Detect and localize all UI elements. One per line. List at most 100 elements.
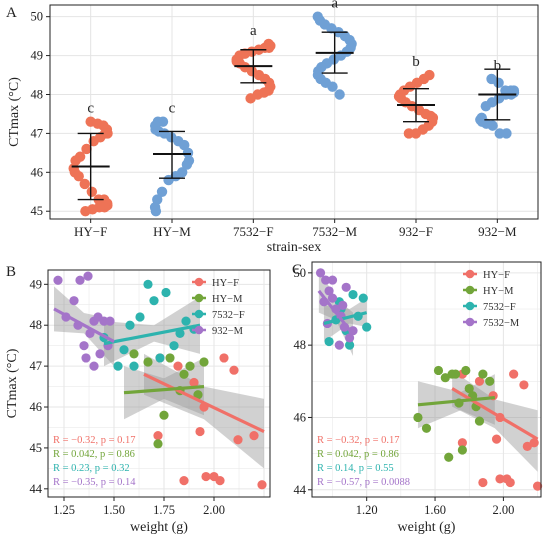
x-tick-label: 7532−F bbox=[233, 224, 274, 239]
y-tick-label: 49 bbox=[30, 277, 43, 291]
x-tick-label: 2.00 bbox=[203, 503, 225, 517]
panel-label: B bbox=[6, 264, 16, 280]
data-point bbox=[324, 286, 334, 296]
stat-annotation: R = 0.23, p = 0.32 bbox=[53, 463, 130, 474]
data-point bbox=[129, 349, 139, 359]
x-tick-label: 1.25 bbox=[53, 503, 75, 517]
stat-annotation: R = 0.042, p = 0.86 bbox=[53, 449, 135, 460]
data-point bbox=[173, 361, 183, 371]
data-point bbox=[83, 271, 93, 281]
data-point bbox=[155, 353, 165, 363]
data-point bbox=[119, 345, 129, 355]
data-point bbox=[327, 81, 338, 92]
significance-letter: c bbox=[87, 101, 94, 117]
x-axis-label: strain-sex bbox=[267, 240, 321, 255]
plot-frame bbox=[311, 261, 542, 498]
y-tick-label: 48 bbox=[31, 87, 44, 101]
data-point bbox=[344, 340, 355, 350]
data-point bbox=[522, 441, 532, 451]
regression-line bbox=[323, 311, 368, 326]
significance-letter: a bbox=[250, 23, 257, 39]
stat-annotation: R = 0.042, p = 0.86 bbox=[317, 449, 399, 460]
legend-label: 7532−F bbox=[212, 310, 245, 321]
y-tick-label: 46 bbox=[31, 165, 44, 179]
data-point bbox=[491, 434, 502, 444]
x-tick-label: 932−F bbox=[399, 224, 433, 239]
data-point bbox=[478, 477, 488, 488]
data-point bbox=[69, 296, 79, 306]
data-point bbox=[113, 361, 123, 371]
data-point bbox=[165, 353, 175, 363]
data-point bbox=[249, 431, 259, 441]
data-point bbox=[156, 186, 168, 197]
data-point bbox=[334, 89, 345, 100]
y-tick-label: 46 bbox=[30, 400, 43, 414]
stat-annotation: R = 0.14, p = 0.55 bbox=[317, 463, 394, 474]
data-point bbox=[95, 349, 105, 359]
data-point bbox=[444, 452, 454, 462]
data-point bbox=[73, 171, 84, 182]
y-tick-label: 47 bbox=[30, 359, 43, 373]
data-point bbox=[327, 275, 338, 285]
data-point bbox=[125, 320, 135, 330]
data-point bbox=[457, 438, 467, 448]
x-axis-label: weight (g) bbox=[130, 520, 188, 535]
data-point bbox=[413, 412, 423, 423]
x-tick-label: 1.50 bbox=[103, 503, 125, 517]
legend-label: HY−M bbox=[212, 294, 243, 305]
legend-label: HY−F bbox=[212, 278, 239, 289]
legend-label: 7532−F bbox=[483, 302, 516, 313]
data-point bbox=[509, 369, 519, 379]
data-point bbox=[79, 178, 90, 190]
x-tick-label: 2.00 bbox=[492, 503, 514, 517]
significance-letter: c bbox=[169, 101, 176, 117]
legend-swatch-dot bbox=[465, 285, 475, 295]
panel-label: C bbox=[292, 262, 302, 278]
data-point bbox=[179, 139, 190, 151]
data-point bbox=[129, 361, 139, 371]
data-point bbox=[324, 336, 334, 347]
panel-a: 45 46 47 48 49 50 c HY−F c HY−M a 7532−F a 7532−M b 932… bbox=[6, 0, 539, 255]
data-point bbox=[450, 369, 461, 379]
data-point bbox=[149, 296, 159, 306]
legend-swatch-dot bbox=[465, 301, 475, 311]
data-point bbox=[199, 357, 209, 367]
data-point bbox=[321, 275, 331, 285]
data-point bbox=[86, 186, 98, 197]
data-point bbox=[474, 416, 485, 426]
x-tick-label: HY−F bbox=[74, 224, 107, 239]
regression-line bbox=[451, 387, 539, 441]
data-point bbox=[421, 423, 432, 433]
significance-letter: a bbox=[331, 0, 338, 12]
data-point bbox=[485, 376, 495, 386]
y-axis-label: CTmax (°C) bbox=[7, 77, 22, 147]
data-point bbox=[153, 431, 163, 441]
data-point bbox=[338, 300, 348, 310]
data-point bbox=[193, 390, 203, 400]
data-point bbox=[195, 426, 205, 437]
data-point bbox=[81, 353, 91, 363]
legend-label: HY−M bbox=[483, 286, 514, 297]
data-point bbox=[143, 357, 153, 367]
data-point bbox=[105, 316, 115, 326]
y-tick-label: 46 bbox=[294, 410, 307, 424]
data-point bbox=[219, 353, 229, 363]
data-point bbox=[480, 100, 492, 112]
y-tick-label: 47 bbox=[31, 126, 44, 140]
significance-letter: b bbox=[494, 58, 502, 74]
data-point bbox=[362, 322, 372, 332]
y-tick-label: 45 bbox=[31, 204, 44, 218]
y-tick-label: 50 bbox=[294, 266, 307, 280]
stat-annotation: R = −0.32, p = 0.17 bbox=[53, 435, 136, 446]
significance-letter: b bbox=[412, 54, 420, 70]
data-point bbox=[403, 128, 415, 139]
panel-label: A bbox=[6, 5, 17, 21]
data-point bbox=[169, 341, 179, 351]
data-point bbox=[327, 293, 338, 303]
data-point bbox=[464, 383, 474, 394]
legend-label: 7532−M bbox=[483, 318, 520, 329]
y-tick-label: 48 bbox=[30, 318, 43, 332]
data-point bbox=[75, 275, 85, 285]
data-point bbox=[532, 481, 543, 491]
